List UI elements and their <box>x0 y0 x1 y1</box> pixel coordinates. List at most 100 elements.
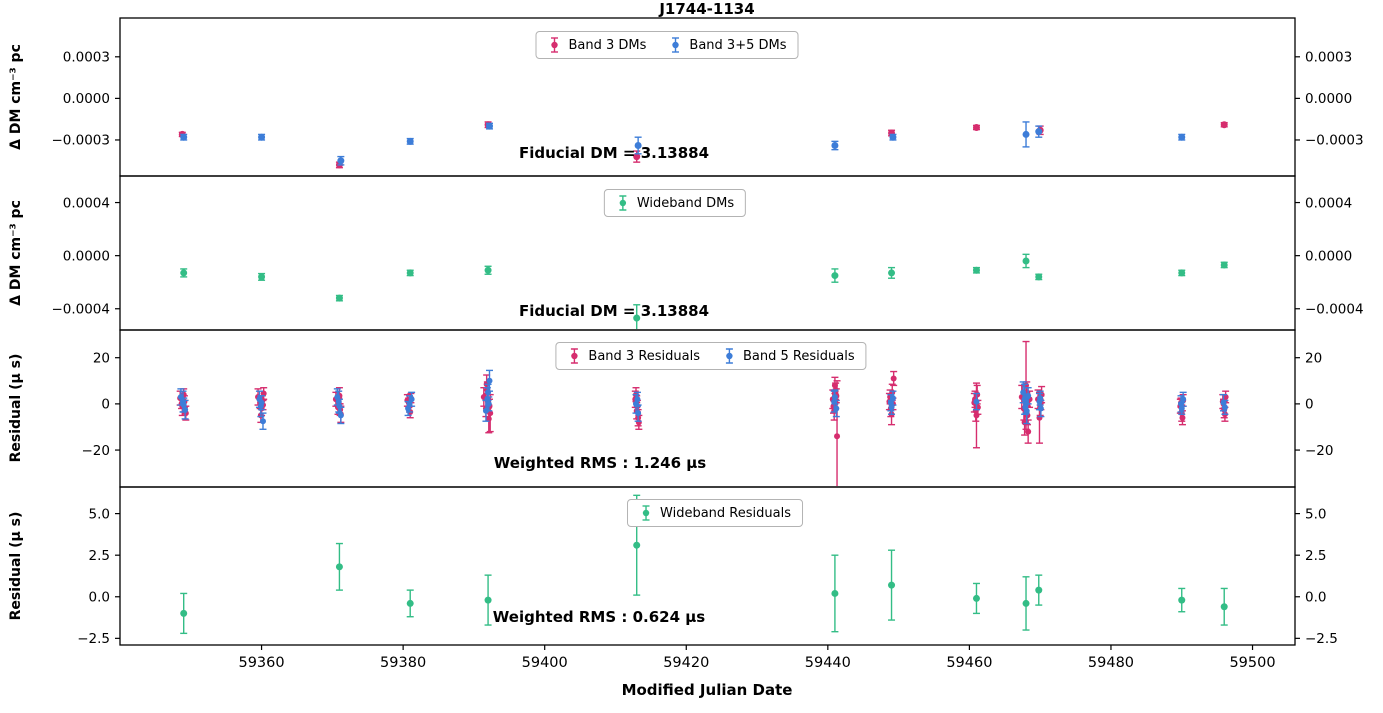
data-point <box>831 589 839 597</box>
data-point <box>1025 428 1032 435</box>
y-tick-label: −2.5 <box>77 631 110 647</box>
series-wideband-dms <box>180 253 1228 329</box>
y-tick-label: 0.0003 <box>1305 50 1352 66</box>
data-point <box>337 412 344 419</box>
legend-panel-4: Wideband Residuals <box>627 499 803 527</box>
data-point <box>484 266 492 274</box>
chart-title: J1744-1134 <box>659 0 755 18</box>
data-point <box>1180 396 1187 403</box>
data-point <box>1221 404 1228 411</box>
data-point <box>633 541 641 549</box>
panel-3-points <box>176 340 1230 486</box>
data-point <box>972 266 980 274</box>
errorbar-marker-icon <box>619 195 627 211</box>
data-point <box>635 419 642 426</box>
data-point <box>258 399 265 406</box>
y-tick-label: 2.5 <box>1305 548 1326 564</box>
data-point <box>635 410 642 417</box>
data-point <box>972 123 980 131</box>
panel-1-points <box>178 121 1228 169</box>
data-point <box>831 393 838 400</box>
legend-label: Wideband Residuals <box>660 505 791 521</box>
y-tick-label: −2.5 <box>1305 631 1338 647</box>
data-point <box>831 272 839 280</box>
annotation-fiducial-dm-wideband: Fiducial DM = 3.13884 <box>518 302 710 320</box>
data-point <box>1179 414 1186 421</box>
legend-entry: Band 5 Residuals <box>722 346 855 366</box>
data-point <box>831 382 838 389</box>
data-point <box>972 594 980 602</box>
legend-label: Band 5 Residuals <box>743 348 855 364</box>
data-point <box>177 393 184 400</box>
y-axis-label-panel-4: Residual (µ s) <box>8 511 24 621</box>
data-point <box>1037 405 1044 412</box>
data-point <box>258 133 266 141</box>
data-point <box>1037 395 1044 402</box>
data-point <box>336 403 343 410</box>
data-point <box>260 390 267 397</box>
y-tick-label: 0.0000 <box>63 248 110 264</box>
y-tick-label: 5.0 <box>1305 506 1326 522</box>
data-point <box>484 596 492 604</box>
data-point <box>889 395 896 402</box>
data-point <box>890 375 897 382</box>
y-tick-label: −0.0004 <box>1305 301 1364 317</box>
errorbar-marker-icon <box>725 348 733 364</box>
data-point <box>634 142 642 150</box>
legend-panel-2: Wideband DMs <box>603 189 747 217</box>
data-point <box>888 404 895 411</box>
annotation-fiducial-dm-band: Fiducial DM = 3.13884 <box>518 144 710 162</box>
series-band35-dms <box>180 121 1186 166</box>
errorbar-marker-icon <box>671 37 679 53</box>
data-point <box>486 377 493 384</box>
data-point <box>1220 603 1228 611</box>
x-tick-label: 59500 <box>1229 655 1275 671</box>
data-point <box>1220 121 1228 129</box>
data-point <box>180 269 188 277</box>
legend-label: Band 3+5 DMs <box>689 37 787 53</box>
annotation-weighted-rms-wideband: Weighted RMS : 0.624 µs <box>492 608 706 626</box>
y-tick-label: 0 <box>101 397 110 413</box>
data-point <box>259 418 266 425</box>
data-point <box>1178 596 1186 604</box>
y-tick-label: −20 <box>82 443 111 459</box>
data-point <box>973 398 980 405</box>
errorbar-marker-icon <box>642 505 650 521</box>
y-axis-label-panel-2: Δ DM cm⁻³ pc <box>8 200 24 306</box>
y-tick-label: 0.0004 <box>1305 195 1352 211</box>
data-point <box>180 402 187 409</box>
legend-entry: Band 3 Residuals <box>567 346 700 366</box>
legend-entry: Wideband DMs <box>616 193 734 213</box>
y-tick-label: 0.0000 <box>1305 91 1352 107</box>
data-point <box>634 396 641 403</box>
x-tick-label: 59480 <box>1088 655 1134 671</box>
y-tick-label: 0.0000 <box>63 91 110 107</box>
data-point <box>833 405 840 412</box>
legend-entry: Band 3 DMs <box>548 35 646 55</box>
data-point <box>888 581 896 589</box>
series-band5-residuals <box>177 369 1229 430</box>
y-tick-label: 0.0 <box>1305 589 1326 605</box>
errorbar-marker-icon <box>570 348 578 364</box>
data-point <box>485 400 492 407</box>
data-point <box>1035 273 1043 281</box>
data-point <box>335 294 343 302</box>
data-point <box>1178 405 1185 412</box>
x-tick-label: 59460 <box>946 655 992 671</box>
panel-4-border <box>119 486 1296 646</box>
x-tick-label: 59360 <box>238 655 284 671</box>
legend-label: Wideband DMs <box>636 195 735 211</box>
y-tick-label: 5.0 <box>89 506 110 522</box>
data-point <box>485 122 493 130</box>
data-point <box>633 314 641 322</box>
data-point <box>180 609 188 617</box>
y-tick-label: 20 <box>1305 350 1322 366</box>
data-point <box>1022 130 1030 138</box>
legend-entry: Band 3+5 DMs <box>668 35 787 55</box>
y-tick-label: 0 <box>1305 397 1314 413</box>
legend-entry: Wideband Residuals <box>639 503 791 523</box>
x-tick-label: 59440 <box>805 655 851 671</box>
x-tick-label: 59420 <box>663 655 709 671</box>
data-point <box>1178 269 1186 277</box>
